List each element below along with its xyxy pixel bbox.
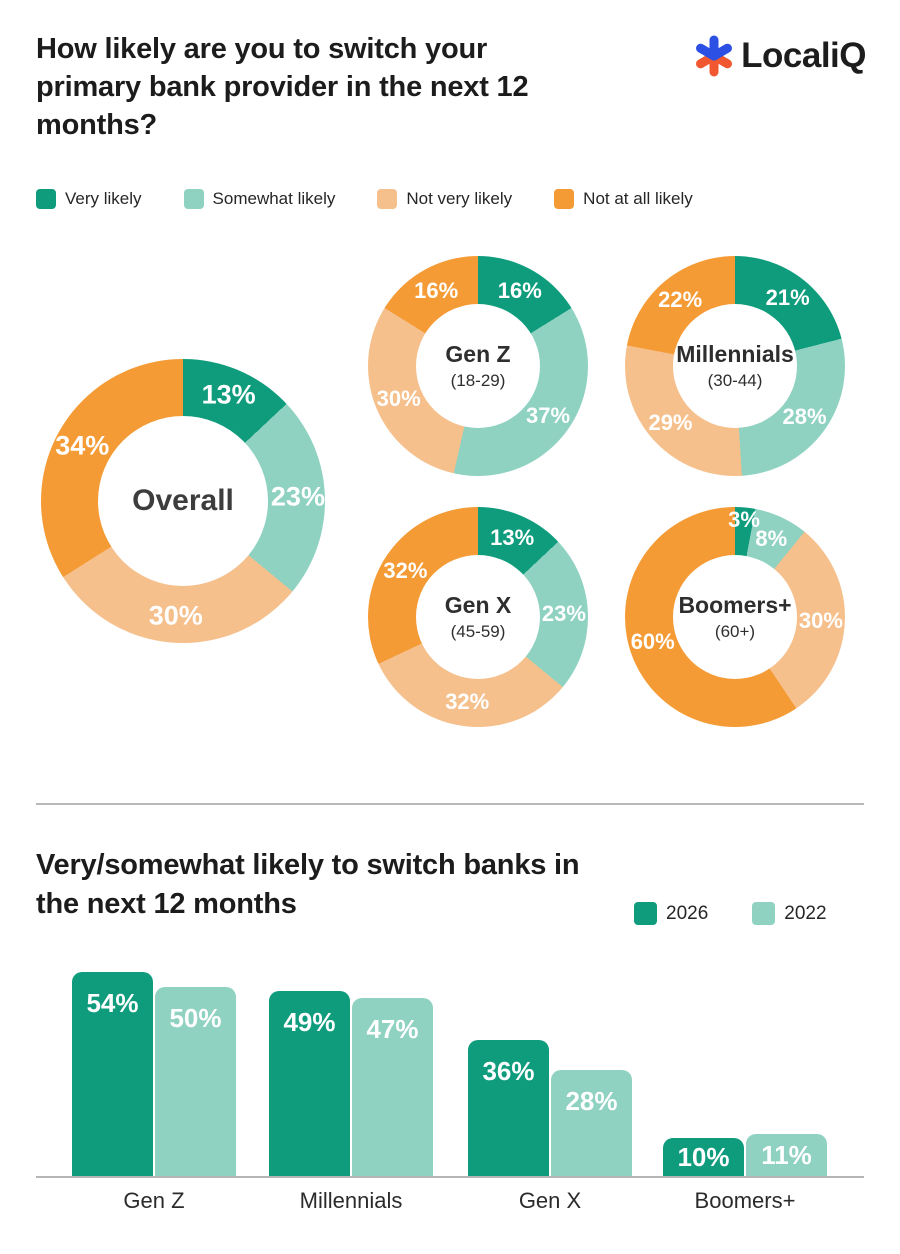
slice-value-label-not-at-all-likely: 32% bbox=[383, 557, 428, 583]
slice-value-label-not-at-all-likely: 34% bbox=[55, 430, 110, 461]
legend-swatch-not-at-all-likely bbox=[554, 189, 575, 209]
donut-subtitle: (30-44) bbox=[707, 371, 763, 390]
bar-value-label: 49% bbox=[283, 1007, 336, 1037]
bar-value-label: 28% bbox=[565, 1086, 618, 1116]
bar-value-label: 50% bbox=[169, 1003, 222, 1033]
bar-2022-gen-z: 50% bbox=[155, 987, 236, 1176]
page-title: How likely are you to switch your primar… bbox=[36, 33, 529, 141]
bar-chart-title: Very/somewhat likely to switch banks in … bbox=[36, 849, 580, 920]
localiq-logo-text: LocaliQ bbox=[741, 36, 866, 75]
category-label-gen-x: Gen X bbox=[518, 1188, 582, 1213]
legend-item-somewhat-likely: Somewhat likely bbox=[183, 189, 336, 209]
donut-title: Overall bbox=[132, 484, 234, 517]
legend-item-very-likely: Very likely bbox=[36, 189, 142, 209]
slice-value-label-somewhat-likely: 23% bbox=[541, 601, 586, 627]
donut-title: Millennials bbox=[676, 341, 794, 367]
bar-legend-label: 2022 bbox=[784, 902, 827, 924]
donut-center-gen-z: Gen Z (18-29) bbox=[416, 304, 540, 428]
bar-2022-millennials: 47% bbox=[352, 998, 433, 1176]
slice-value-label-somewhat-likely: 28% bbox=[782, 403, 827, 429]
donut-center-overall: Overall bbox=[98, 416, 268, 586]
slice-value-label-not-very-likely: 30% bbox=[148, 600, 203, 631]
donut-subtitle: (60+) bbox=[714, 622, 756, 641]
bar-legend: 2026 2022 bbox=[634, 902, 827, 925]
x-axis-line bbox=[36, 1176, 864, 1178]
slice-value-label-not-at-all-likely: 16% bbox=[414, 277, 459, 303]
bar-value-label: 10% bbox=[677, 1142, 730, 1172]
bar-2026-gen-x: 36% bbox=[468, 1040, 549, 1176]
slice-value-label-not-at-all-likely: 22% bbox=[658, 286, 703, 312]
bar-value-label: 11% bbox=[761, 1140, 812, 1170]
slice-value-label-not-very-likely: 30% bbox=[798, 608, 843, 633]
legend-swatch-very-likely bbox=[36, 189, 56, 209]
donut-center-gen-x: Gen X (45-59) bbox=[416, 555, 540, 679]
slice-value-label-somewhat-likely: 23% bbox=[270, 481, 325, 512]
category-label-gen-z: Gen Z bbox=[123, 1188, 185, 1213]
bar-legend-label: 2026 bbox=[666, 902, 709, 924]
donut-subtitle: (18-29) bbox=[450, 371, 506, 390]
slice-value-label-very-likely: 13% bbox=[201, 379, 256, 410]
slice-value-label-not-very-likely: 30% bbox=[376, 386, 421, 412]
donut-chart-boomers: Boomers+ (60+) 3% 8% 30% 60% bbox=[625, 507, 845, 727]
legend-item-not-very-likely: Not very likely bbox=[377, 189, 512, 209]
donut-title: Gen X bbox=[444, 592, 512, 618]
donut-chart-gen-z: Gen Z (18-29) 16% 37% 30% 16% bbox=[368, 256, 588, 476]
bar-value-label: 54% bbox=[86, 988, 139, 1018]
category-label-millennials: Millennials bbox=[299, 1188, 403, 1213]
slice-value-label-not-at-all-likely: 60% bbox=[630, 629, 675, 655]
localiq-asterisk-icon bbox=[696, 35, 733, 77]
slice-value-label-not-very-likely: 32% bbox=[445, 689, 490, 715]
legend-swatch-somewhat-likely bbox=[183, 189, 204, 209]
donut-chart-overall: Overall 13% 23% 30% 34% bbox=[41, 359, 325, 643]
bar-legend-swatch-2022 bbox=[752, 902, 776, 925]
bar-2026-boomers: 10% bbox=[663, 1138, 744, 1176]
bar-2022-boomers: 11% bbox=[746, 1134, 827, 1176]
legend-swatch-not-very-likely bbox=[377, 189, 398, 209]
bar-legend-swatch-2026 bbox=[634, 902, 657, 925]
donut-legend: Very likely Somewhat likely Not very likel… bbox=[36, 189, 693, 209]
bar-2026-millennials: 49% bbox=[269, 991, 350, 1176]
donut-chart-gen-x: Gen X (45-59) 13% 23% 32% 32% bbox=[368, 507, 588, 727]
slice-value-label-somewhat-likely: 37% bbox=[526, 402, 571, 428]
legend-label: Very likely bbox=[65, 189, 142, 208]
donut-center-boomers: Boomers+ (60+) bbox=[673, 555, 797, 679]
donut-title: Boomers+ bbox=[678, 592, 792, 618]
slice-value-label-very-likely: 16% bbox=[497, 277, 542, 303]
slice-value-label-very-likely: 21% bbox=[765, 285, 810, 311]
bar-value-label: 47% bbox=[366, 1014, 419, 1044]
legend-label: Somewhat likely bbox=[212, 189, 336, 208]
slice-value-label-very-likely: 3% bbox=[728, 507, 760, 533]
donut-title: Gen Z bbox=[445, 341, 511, 367]
legend-label: Not at all likely bbox=[583, 189, 693, 208]
legend-label: Not very likely bbox=[406, 189, 513, 208]
donut-chart-millennials: Millennials (30-44) 21% 28% 29% 22% bbox=[625, 256, 845, 476]
slice-value-label-very-likely: 13% bbox=[490, 525, 535, 551]
category-label-boomers: Boomers+ bbox=[694, 1188, 796, 1213]
donut-center-millennials: Millennials (30-44) bbox=[673, 304, 797, 428]
section-divider bbox=[36, 803, 864, 805]
bar-2022-gen-x: 28% bbox=[551, 1070, 632, 1176]
slice-value-label-somewhat-likely: 8% bbox=[755, 526, 788, 552]
slice-value-label-not-very-likely: 29% bbox=[648, 409, 693, 435]
bar-2026-gen-z: 54% bbox=[72, 972, 153, 1176]
localiq-logo: LocaliQ bbox=[692, 34, 866, 78]
bar-legend-item-2026: 2026 bbox=[634, 902, 708, 925]
bar-value-label: 36% bbox=[482, 1056, 535, 1086]
bar-legend-item-2022: 2022 bbox=[752, 902, 827, 925]
donut-subtitle: (45-59) bbox=[450, 622, 506, 641]
legend-item-not-at-all-likely: Not at all likely bbox=[554, 189, 693, 209]
